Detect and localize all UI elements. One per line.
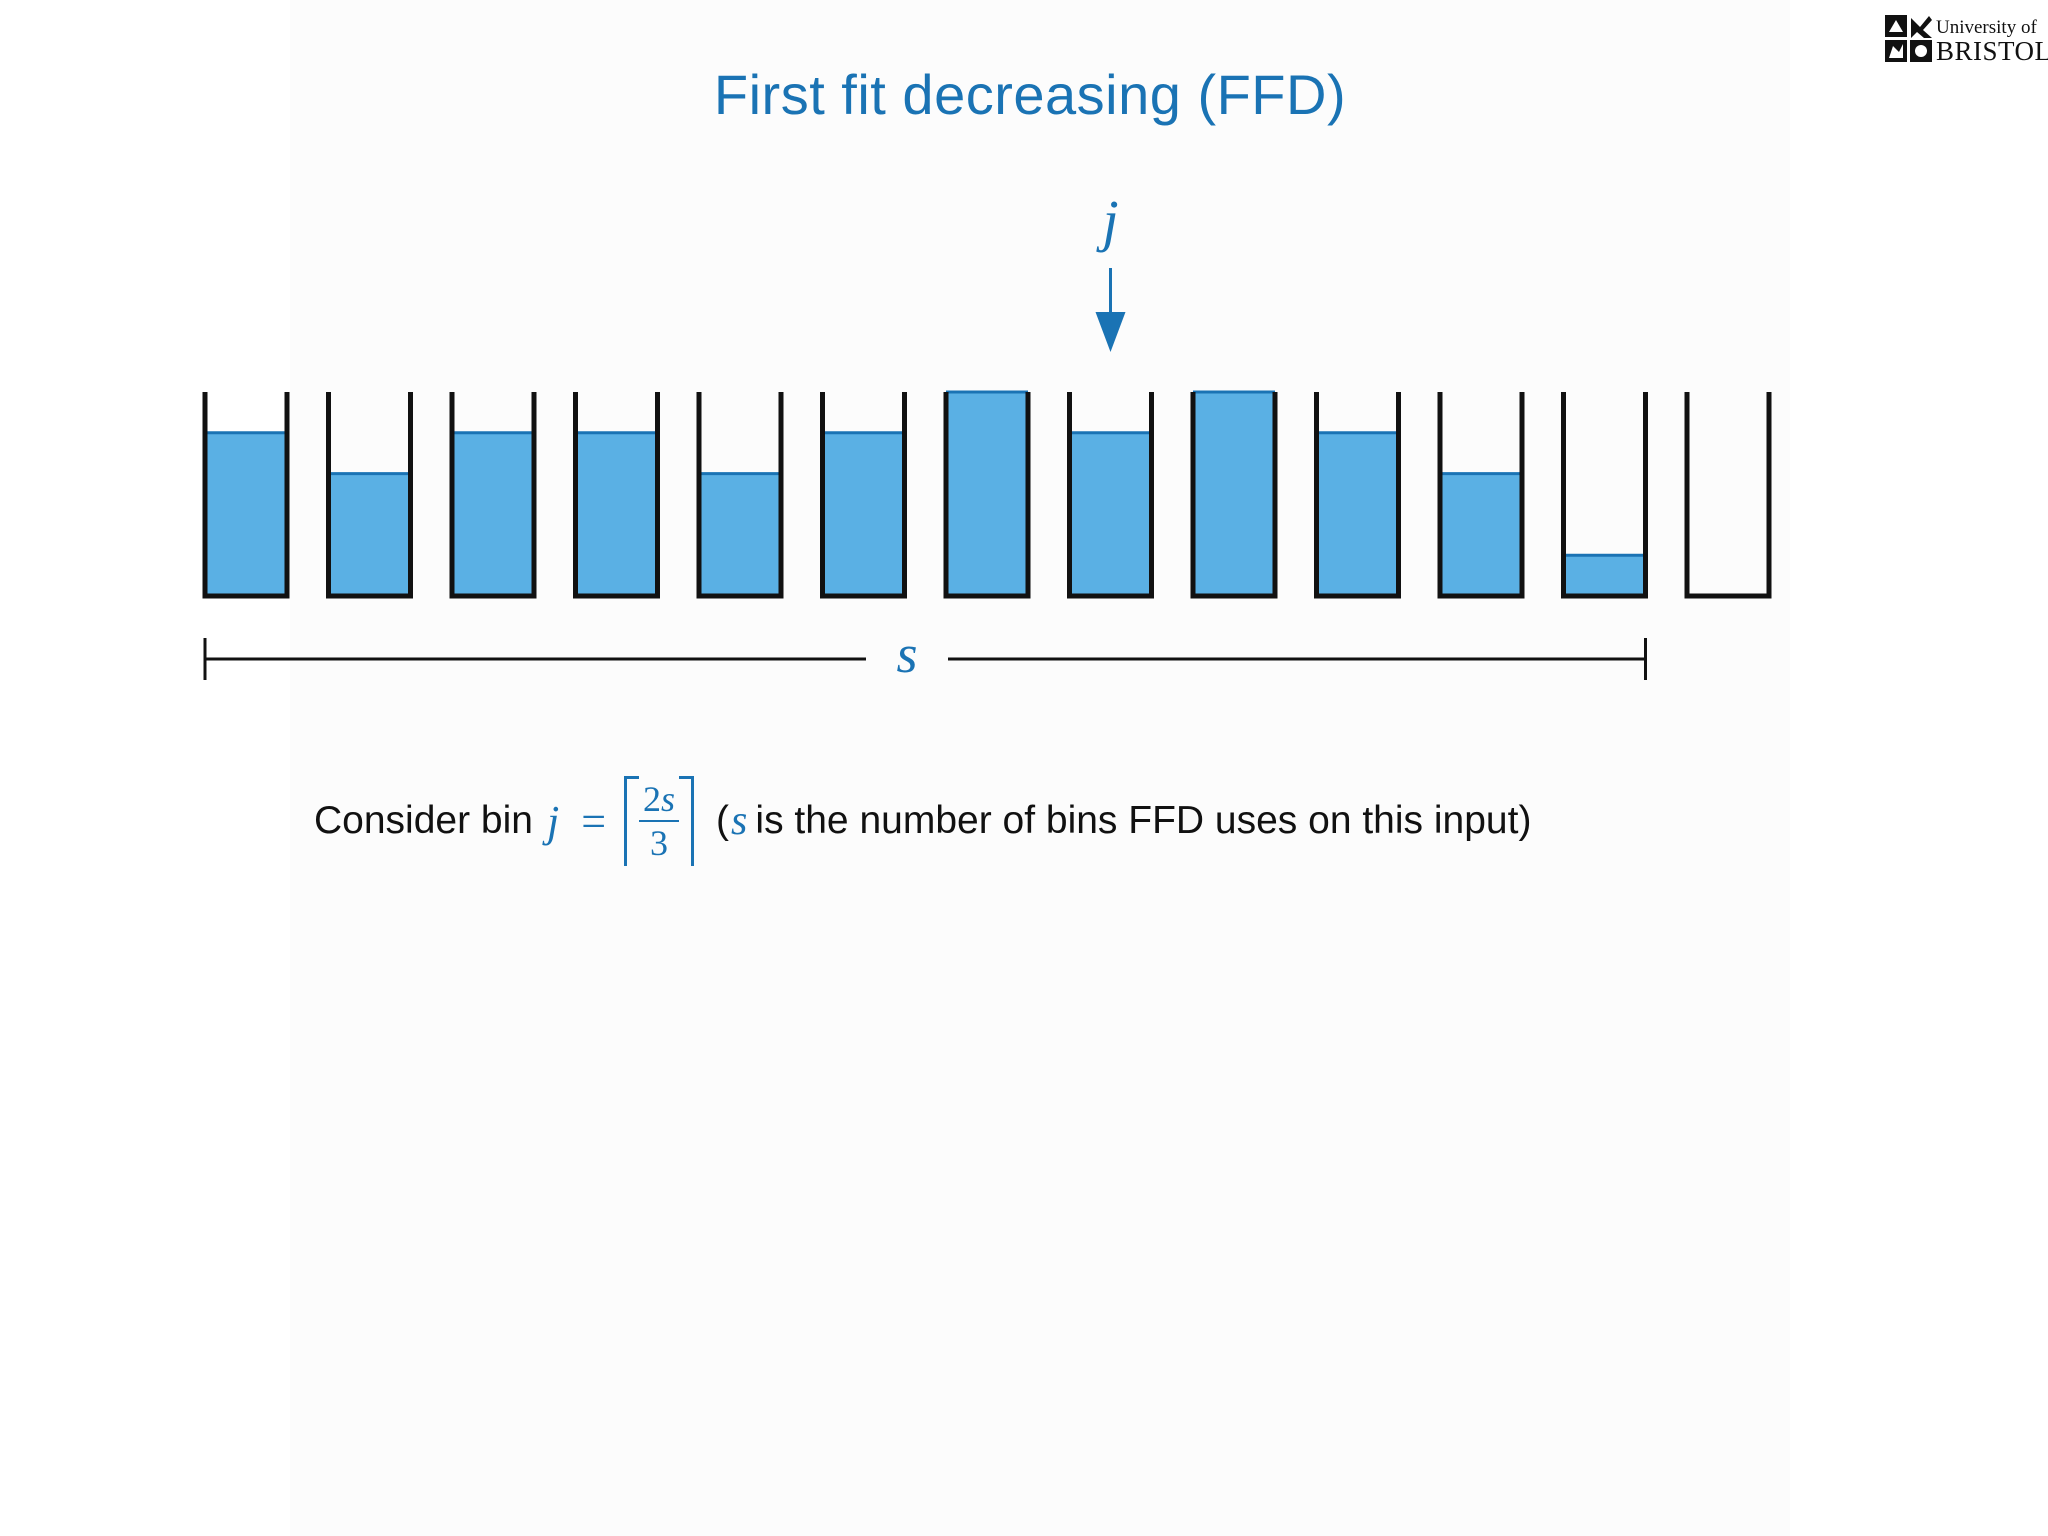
bin-13: [1684, 392, 1772, 599]
caption-suffix: is the number of bins FFD uses on this i…: [755, 799, 1532, 842]
bin-fill: [699, 473, 781, 596]
bin-8: [1067, 392, 1154, 599]
span-bracket: s: [203, 624, 1647, 684]
logo-wordmark: University of BRISTOL: [1936, 18, 2048, 65]
bin-outline: [1190, 392, 1278, 599]
caption-paren-open: (: [716, 799, 730, 842]
bin-outline: [449, 392, 537, 599]
bin-outline: [1314, 392, 1401, 599]
bin-5: [696, 392, 784, 599]
fraction-num-var: s: [661, 779, 676, 819]
span-label-s: s: [896, 624, 917, 684]
bin-outline: [943, 392, 1031, 599]
bin-outline: [326, 392, 413, 599]
bin-fill: [205, 432, 287, 596]
fraction-num-coef: 2: [643, 779, 662, 819]
bin-outline: [696, 392, 784, 599]
bin-11: [1437, 392, 1525, 599]
bin-fill: [822, 432, 905, 596]
bin-12: [1561, 392, 1648, 599]
bin-fill: [1069, 432, 1152, 596]
bin-outline: [202, 392, 290, 599]
slide-background: [290, 0, 1790, 1536]
bin-outline: [1561, 392, 1648, 599]
bristol-crest-icon: [1885, 15, 1932, 62]
bin-fill: [1563, 555, 1646, 596]
caption-prefix: Consider bin: [314, 799, 533, 842]
university-logo: University of BRISTOL: [1884, 14, 2048, 66]
bin-outline: [1437, 392, 1525, 599]
logo-line-2: BRISTOL: [1936, 36, 2048, 66]
bin-fill: [1193, 392, 1275, 596]
bin-7: [943, 390, 1031, 599]
fraction-numerator: 2s: [639, 779, 680, 822]
bin-packing-diagram: j s: [202, 188, 1772, 684]
bin-1: [202, 392, 290, 599]
bin-outline: [1684, 392, 1772, 599]
caption-equals: =: [581, 796, 607, 846]
caption-paren-var-s: s: [731, 798, 748, 844]
pointer-label-j: j: [1095, 188, 1118, 253]
bin-fill: [1440, 473, 1522, 596]
fraction: 2s 3: [639, 779, 680, 863]
logo-line-1: University of: [1936, 17, 2037, 38]
bin-3: [449, 392, 537, 599]
bin-4: [573, 392, 660, 599]
bin-outline: [1067, 392, 1154, 599]
bin-outline: [573, 392, 660, 599]
bin-6: [820, 392, 907, 599]
bin-2: [326, 392, 413, 599]
bin-fill: [452, 432, 534, 596]
bin-fill: [946, 392, 1028, 596]
slide-title: First fit decreasing (FFD): [713, 63, 1347, 126]
bin-outline: [820, 392, 907, 599]
bin-9: [1190, 390, 1278, 599]
caption: Consider bin j = 2s 3 ( s is the number …: [314, 776, 1531, 866]
bins-group: [202, 390, 1772, 599]
bin-fill: [328, 473, 411, 596]
fraction-denominator: 3: [650, 823, 669, 863]
bin-fill: [1316, 432, 1399, 596]
ceiling-expression: 2s 3: [624, 776, 695, 866]
caption-var-j: j: [546, 796, 560, 846]
pointer-arrow-head-icon: [1095, 312, 1126, 352]
bin-fill: [575, 432, 658, 596]
bin-10: [1314, 392, 1401, 599]
